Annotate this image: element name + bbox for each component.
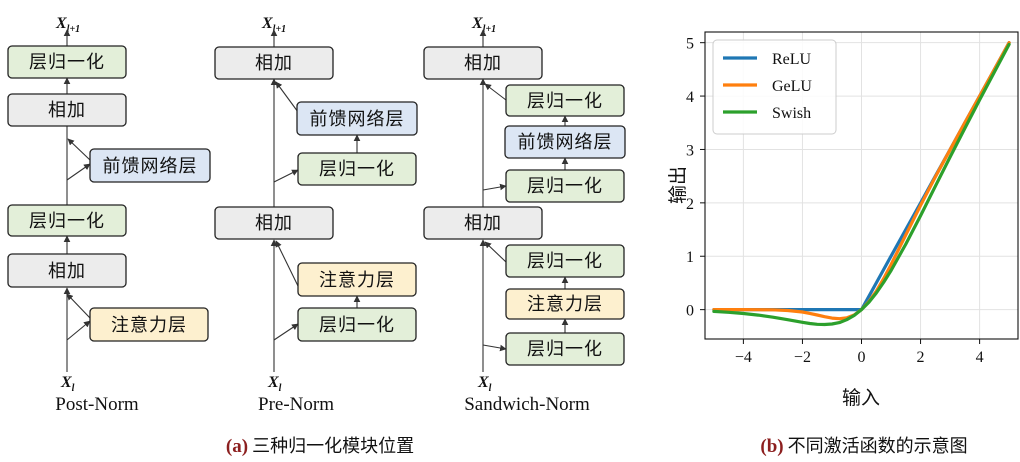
sandwich-norm-branch-ln-bottom bbox=[482, 344, 507, 352]
y-tick-label: 1 bbox=[686, 249, 694, 266]
y-tick-label: 3 bbox=[686, 142, 694, 159]
pre-norm-branch-ln2 bbox=[273, 169, 299, 183]
pre-norm-block-label: 前馈网络层 bbox=[310, 109, 405, 130]
chart-legend: ReLU GeLU Swish bbox=[712, 39, 837, 135]
pre-norm-block-label: 相加 bbox=[255, 53, 293, 74]
pre-norm-block-ffn bbox=[296, 101, 418, 136]
pre-norm-branch-ln1 bbox=[273, 323, 299, 341]
sandwich-norm-block-add-bottom bbox=[423, 206, 543, 240]
sandwich-norm-block-layernorm-1 bbox=[505, 84, 625, 117]
pre-norm-block-label: 层归一化 bbox=[319, 315, 395, 336]
sandwich-norm-block-label: 注意力层 bbox=[527, 294, 603, 315]
pre-norm-block-layernorm-bottom bbox=[297, 307, 417, 342]
sandwich-norm-block-label: 层归一化 bbox=[527, 176, 603, 197]
sandwich-norm-attn-out bbox=[484, 241, 507, 263]
pre-norm-input-label: Xl bbox=[267, 374, 282, 394]
post-norm-block-add-bottom bbox=[7, 253, 127, 288]
x-tick-label: −4 bbox=[735, 349, 752, 366]
sandwich-norm-block-label: 层归一化 bbox=[527, 251, 603, 272]
pre-norm-block-label: 相加 bbox=[255, 213, 293, 234]
sandwich-norm-block-layernorm-2 bbox=[505, 169, 625, 203]
post-norm-block-layernorm-top bbox=[7, 45, 127, 79]
x-tick-label: −2 bbox=[794, 349, 811, 366]
sandwich-norm-output-label: Xl+1 bbox=[471, 15, 496, 35]
panel-b-caption: (b) 不同激活函数的示意图 bbox=[760, 436, 967, 457]
sandwich-norm-block-layernorm-3 bbox=[505, 244, 625, 278]
post-norm-attn-out bbox=[66, 293, 91, 319]
post-norm-branch-attn bbox=[66, 320, 91, 341]
sandwich-norm-title: Sandwich-Norm bbox=[464, 394, 590, 415]
chart-ticks: −4 −2 0 2 4 0 1 2 3 4 5 bbox=[686, 36, 984, 366]
pre-norm-block-label: 注意力层 bbox=[319, 270, 395, 291]
series-line-swish bbox=[712, 42, 1011, 327]
post-norm-input-label: Xl bbox=[60, 374, 75, 394]
post-norm-diagram: Xl+1 层归一化 相加 前馈网络层 层归一化 相加 注意力层 bbox=[7, 15, 211, 415]
post-norm-block-ffn bbox=[89, 148, 211, 183]
legend-items: ReLU GeLU Swish bbox=[723, 51, 812, 122]
post-norm-block-label: 层归一化 bbox=[29, 211, 105, 232]
y-axis-title: 输出 bbox=[667, 166, 689, 204]
sandwich-norm-block-layernorm-4 bbox=[505, 332, 625, 366]
post-norm-block-add-top bbox=[7, 93, 127, 127]
sandwich-norm-block-add-top bbox=[423, 46, 543, 80]
x-tick-label: 0 bbox=[858, 349, 866, 366]
post-norm-block-label: 层归一化 bbox=[29, 52, 105, 73]
y-tick-label: 5 bbox=[686, 36, 694, 53]
pre-norm-output-label: Xl+1 bbox=[261, 15, 286, 35]
pre-norm-ffn-out bbox=[275, 81, 299, 113]
x-tick-label: 2 bbox=[917, 349, 925, 366]
sandwich-norm-block-attention bbox=[505, 288, 625, 320]
sandwich-norm-block-label: 相加 bbox=[464, 53, 502, 74]
panel-a-diagrams: Xl+1 层归一化 相加 前馈网络层 层归一化 相加 注意力层 bbox=[7, 15, 626, 457]
post-norm-block-label: 注意力层 bbox=[111, 315, 187, 336]
pre-norm-attn-out bbox=[275, 240, 299, 287]
sandwich-norm-block-label: 层归一化 bbox=[527, 91, 603, 112]
activation-chart: −4 −2 0 2 4 0 1 2 3 4 5 输入 输出 ReLU GeLU Swish (b) 不同激… bbox=[667, 31, 1019, 457]
post-norm-output-label: Xl+1 bbox=[55, 15, 80, 35]
post-norm-block-label: 相加 bbox=[48, 100, 86, 121]
post-norm-block-label: 相加 bbox=[48, 261, 86, 282]
x-axis-title: 输入 bbox=[842, 387, 880, 409]
chart-grid bbox=[705, 32, 1018, 339]
sandwich-norm-block-label: 前馈网络层 bbox=[518, 132, 613, 153]
x-tick-label: 4 bbox=[976, 349, 984, 366]
legend-label-swish: Swish bbox=[772, 105, 811, 122]
pre-norm-block-label: 层归一化 bbox=[319, 159, 395, 180]
pre-norm-title: Pre-Norm bbox=[258, 394, 334, 415]
sandwich-norm-input-label: Xl bbox=[477, 374, 492, 394]
sandwich-norm-block-label: 层归一化 bbox=[527, 339, 603, 360]
post-norm-branch-ffn bbox=[66, 163, 91, 181]
y-tick-label: 0 bbox=[686, 303, 694, 320]
pre-norm-block-add-bottom bbox=[214, 206, 334, 240]
pre-norm-diagram: Xl+1 相加 前馈网络层 层归一化 相加 注意力层 层归一化 Xl Pre-N… bbox=[214, 15, 418, 415]
sandwich-norm-block-ffn bbox=[504, 125, 626, 159]
sandwich-norm-branch-ln-mid bbox=[482, 183, 507, 191]
post-norm-block-label: 前馈网络层 bbox=[103, 156, 198, 177]
post-norm-ffn-out bbox=[67, 138, 91, 161]
sandwich-norm-block-label: 相加 bbox=[464, 213, 502, 234]
post-norm-title: Post-Norm bbox=[55, 394, 139, 415]
y-tick-label: 4 bbox=[686, 89, 694, 106]
chart-series bbox=[712, 41, 1011, 327]
sandwich-norm-diagram: Xl+1 相加 层归一化 前馈网络层 层归一化 相加 层归一化 bbox=[423, 15, 626, 415]
post-norm-block-attention bbox=[89, 307, 209, 342]
legend-label-gelu: GeLU bbox=[772, 78, 812, 95]
legend-label-relu: ReLU bbox=[772, 51, 812, 68]
pre-norm-block-add-top bbox=[214, 46, 334, 80]
pre-norm-block-layernorm-top bbox=[297, 152, 417, 186]
post-norm-block-layernorm-mid bbox=[7, 204, 127, 237]
panel-a-caption: (a) 三种归一化模块位置 bbox=[226, 436, 414, 457]
y-tick-label: 2 bbox=[686, 196, 694, 213]
sandwich-norm-ffn-out bbox=[484, 83, 507, 101]
pre-norm-block-attention bbox=[297, 262, 417, 297]
